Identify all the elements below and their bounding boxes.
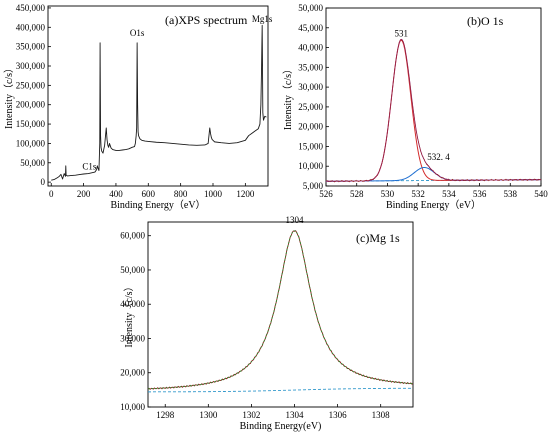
x-tick-label: 528	[350, 189, 364, 199]
y-tick-label: 45,000	[298, 23, 323, 33]
x-axis-label: Binding Energy（eV）	[386, 199, 481, 211]
x-tick-label: 1308	[372, 410, 391, 420]
panel-b: 526 528 530 532 534 536 538 540 5,000 10,000 15,00…	[282, 3, 548, 211]
x-tick-label: 536	[473, 189, 487, 199]
x-tick-label: 800	[174, 189, 188, 199]
y-tick-label: 100,000	[16, 138, 46, 148]
y-tick-label: 40,000	[120, 299, 145, 309]
peak-label: O1s	[130, 28, 145, 38]
y-tick-label: 30,000	[120, 333, 145, 343]
baseline-line	[148, 387, 414, 393]
x-tick-label: 538	[504, 189, 518, 199]
y-tick-label: 250,000	[16, 80, 46, 90]
y-axis-label: Intensity（c/s）	[123, 281, 135, 347]
y-tick-label: 25,000	[298, 102, 323, 112]
x-tick-label: 1302	[242, 410, 260, 420]
x-tick-label: 526	[319, 189, 333, 199]
y-tick-label: 150,000	[16, 119, 46, 129]
x-tick-label: 540	[534, 189, 548, 199]
x-tick-label: 1200	[236, 189, 255, 199]
y-tick-label: 10,000	[120, 402, 145, 412]
x-tick-label: 400	[109, 189, 123, 199]
x-tick-label: 1300	[199, 410, 218, 420]
panel-title: (b)O 1s	[467, 14, 504, 28]
series-line	[51, 24, 267, 181]
panel-a: 0 200 400 600 800 1000 1200 0 50,000 100,000 150,0…	[3, 3, 273, 211]
raw-data-line	[325, 39, 542, 183]
x-tick-label: 534	[442, 189, 456, 199]
raw-data-line	[147, 230, 414, 390]
y-tick-label: 30,000	[298, 82, 323, 92]
panel-title: (c)Mg 1s	[356, 231, 400, 245]
peak-label: Mg1s	[252, 14, 273, 24]
y-tick-label: 15,000	[298, 141, 323, 151]
y-tick-label: 400,000	[16, 22, 46, 32]
y-tick-label: 0	[41, 177, 46, 187]
y-tick-label: 50,000	[298, 3, 323, 13]
y-tick-label: 350,000	[16, 42, 46, 52]
x-axis-label: Binding Energy（eV）	[110, 199, 205, 211]
plot-frame	[325, 7, 542, 187]
fit-peak-1	[326, 166, 542, 182]
panel-title: (a)XPS spectrum	[165, 13, 248, 27]
y-axis-label: Intensity（c/s）	[282, 64, 294, 130]
y-tick-label: 450,000	[16, 3, 46, 13]
x-tick-label: 600	[142, 189, 156, 199]
x-axis-label: Binding Energy(eV)	[240, 421, 322, 432]
peak-label: 531	[395, 28, 409, 38]
x-tick-label: 1298	[156, 410, 175, 420]
peak-label: C1s	[82, 161, 97, 171]
y-tick-label: 5,000	[303, 181, 324, 191]
y-tick-label: 50,000	[20, 158, 45, 168]
y-tick-label: 10,000	[298, 161, 323, 171]
plot-frame	[147, 221, 414, 408]
y-tick-label: 35,000	[298, 62, 323, 72]
panel-c: 1298 1300 1302 1304 1306 1308 10,000 20,000 30,0…	[120, 215, 414, 432]
y-tick-label: 20,000	[120, 368, 145, 378]
x-tick-label: 1000	[204, 189, 223, 199]
peak-label: 1304	[286, 215, 305, 225]
x-tick-label: 1304	[286, 410, 305, 420]
peak-label: 532. 4	[427, 152, 450, 162]
y-tick-label: 200,000	[16, 100, 46, 110]
y-tick-label: 60,000	[120, 231, 145, 241]
x-tick-label: 200	[77, 189, 91, 199]
y-tick-label: 300,000	[16, 61, 46, 71]
fit-peak-0	[147, 230, 414, 390]
x-tick-label: 530	[381, 189, 395, 199]
x-tick-label: 1306	[329, 410, 348, 420]
y-tick-label: 40,000	[298, 43, 323, 53]
y-axis-label: Intensity（c/s）	[3, 63, 15, 129]
plot-frame	[47, 5, 269, 187]
x-tick-label: 0	[49, 189, 54, 199]
y-tick-label: 20,000	[298, 122, 323, 132]
y-tick-label: 50,000	[120, 265, 145, 275]
x-tick-label: 532	[411, 189, 425, 199]
